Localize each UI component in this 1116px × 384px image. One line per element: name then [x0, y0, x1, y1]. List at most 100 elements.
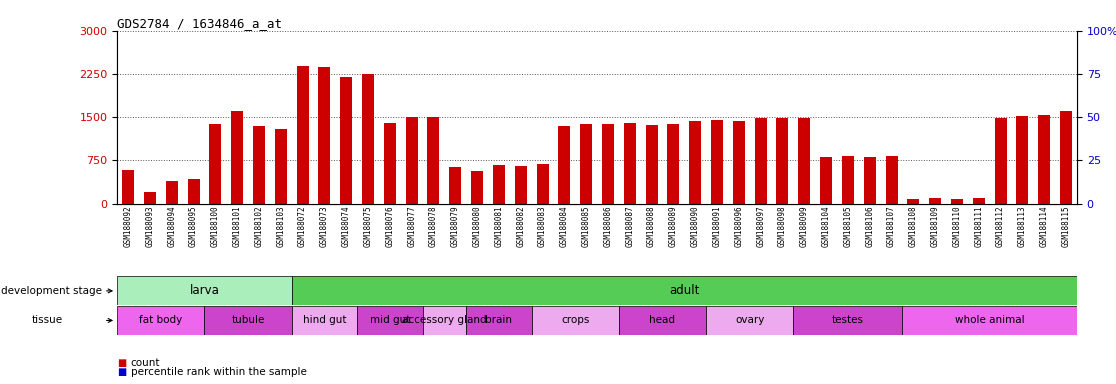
Bar [798, 118, 810, 204]
Bar [297, 66, 309, 204]
Text: whole animal: whole animal [955, 315, 1024, 326]
Bar [117, 306, 204, 335]
Point [577, 30, 595, 36]
Bar [231, 111, 243, 204]
Point [163, 55, 181, 61]
Point [1057, 30, 1075, 36]
Text: GSM188076: GSM188076 [385, 205, 394, 247]
Point [992, 30, 1010, 36]
Text: GSM188095: GSM188095 [189, 205, 198, 247]
Text: GSM188106: GSM188106 [865, 205, 874, 247]
Bar [117, 276, 291, 305]
Text: adult: adult [670, 285, 700, 297]
Text: GSM188100: GSM188100 [211, 205, 220, 247]
Bar [820, 157, 833, 204]
Text: GSM188087: GSM188087 [625, 205, 634, 247]
Point [381, 30, 398, 36]
Text: GSM188096: GSM188096 [734, 205, 743, 247]
Bar [793, 306, 903, 335]
Text: brain: brain [485, 315, 512, 326]
Text: GSM188072: GSM188072 [298, 205, 307, 247]
Bar [531, 306, 619, 335]
Point [359, 30, 377, 36]
Text: GSM188102: GSM188102 [254, 205, 263, 247]
Bar [514, 166, 527, 204]
Bar [187, 179, 200, 204]
Text: GSM188091: GSM188091 [712, 205, 722, 247]
Text: GSM188084: GSM188084 [560, 205, 569, 247]
Bar [558, 126, 570, 204]
Bar [318, 67, 330, 204]
Bar [471, 171, 483, 204]
Text: GSM188083: GSM188083 [538, 205, 547, 247]
Bar [466, 306, 531, 335]
Text: GSM188108: GSM188108 [908, 205, 917, 247]
Text: tissue: tissue [31, 315, 62, 326]
Bar [537, 164, 549, 204]
Text: ■: ■ [117, 367, 126, 377]
Bar [423, 306, 466, 335]
Text: GSM188107: GSM188107 [887, 205, 896, 247]
Text: ■: ■ [117, 358, 126, 368]
Text: GSM188115: GSM188115 [1061, 205, 1070, 247]
Point [533, 30, 551, 36]
Bar [903, 306, 1077, 335]
Text: GSM188077: GSM188077 [407, 205, 416, 247]
Bar [165, 181, 177, 204]
Text: GSM188074: GSM188074 [341, 205, 350, 247]
Text: hind gut: hind gut [302, 315, 346, 326]
Point [926, 67, 944, 73]
Bar [144, 192, 156, 204]
Point [752, 30, 770, 36]
Bar [210, 124, 221, 204]
Point [141, 62, 158, 68]
Bar [885, 156, 897, 204]
Text: development stage: development stage [1, 286, 103, 296]
Bar [841, 156, 854, 204]
Point [796, 30, 814, 36]
Bar [450, 167, 461, 204]
Bar [427, 117, 440, 204]
Bar [777, 118, 789, 204]
Point [250, 30, 268, 36]
Point [229, 30, 247, 36]
Point [1013, 30, 1031, 36]
Text: GSM188112: GSM188112 [997, 205, 1006, 247]
Bar [384, 123, 396, 204]
Bar [602, 124, 614, 204]
Text: GSM188089: GSM188089 [668, 205, 677, 247]
Bar [667, 124, 680, 204]
Point [860, 30, 878, 36]
Bar [291, 306, 357, 335]
Point [730, 30, 748, 36]
Bar [275, 129, 287, 204]
Point [970, 67, 988, 73]
Text: crops: crops [561, 315, 589, 326]
Point [403, 30, 421, 36]
Text: GSM188090: GSM188090 [691, 205, 700, 247]
Point [599, 30, 617, 36]
Text: testes: testes [831, 315, 864, 326]
Text: GSM188097: GSM188097 [757, 205, 766, 247]
Bar [864, 157, 876, 204]
Bar [754, 118, 767, 204]
Point [272, 30, 290, 36]
Point [643, 30, 661, 36]
Bar [291, 276, 1077, 305]
Bar [645, 124, 657, 204]
Point [949, 67, 966, 73]
Bar [1038, 115, 1050, 204]
Point [709, 30, 727, 36]
Bar [951, 199, 963, 204]
Text: fat body: fat body [140, 315, 182, 326]
Text: GSM188093: GSM188093 [145, 205, 154, 247]
Text: GSM188086: GSM188086 [604, 205, 613, 247]
Text: GSM188078: GSM188078 [429, 205, 437, 247]
Text: GSM188094: GSM188094 [167, 205, 176, 247]
Point [337, 30, 355, 36]
Text: GSM188109: GSM188109 [931, 205, 940, 247]
Text: head: head [650, 315, 675, 326]
Point [839, 30, 857, 36]
Text: GSM188088: GSM188088 [647, 205, 656, 247]
Bar [580, 124, 593, 204]
